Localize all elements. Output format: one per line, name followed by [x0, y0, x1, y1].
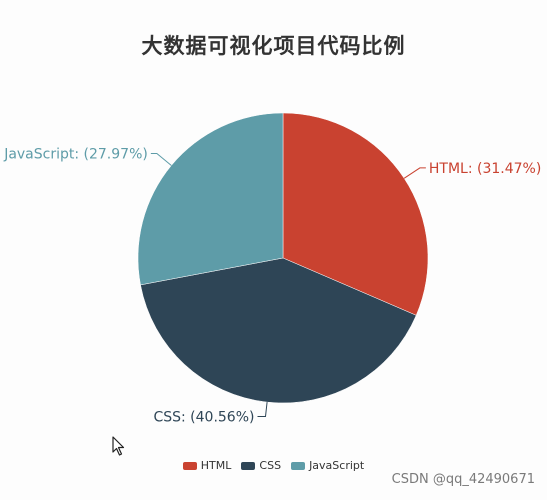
- mouse-pointer-icon: [112, 436, 125, 456]
- legend-swatch-css: [241, 461, 256, 470]
- label-line-html: [403, 167, 426, 179]
- chart-title: 大数据可视化项目代码比例: [141, 34, 406, 58]
- watermark: CSDN @qq_42490671: [391, 472, 535, 487]
- pie-slice-javascript[interactable]: [137, 112, 284, 286]
- slice-label-javascript: JavaScript: (27.97%): [3, 146, 148, 162]
- slice-label-html: HTML: (31.47%): [429, 161, 541, 177]
- legend-item-javascript[interactable]: JavaScript: [291, 459, 364, 472]
- legend-label-html: HTML: [200, 459, 232, 472]
- legend-label-css: CSS: [259, 459, 282, 472]
- legend-swatch-javascript: [291, 461, 306, 470]
- pie-slice-css[interactable]: [140, 257, 417, 404]
- label-line-css: [257, 402, 268, 418]
- label-line-javascript: [150, 152, 172, 166]
- pie-slice-html[interactable]: [282, 112, 429, 316]
- chart-legend: HTML CSS JavaScript: [0, 459, 547, 472]
- legend-label-javascript: JavaScript: [309, 459, 365, 472]
- legend-item-html[interactable]: HTML: [182, 459, 232, 472]
- slice-label-css: CSS: (40.56%): [153, 410, 254, 426]
- legend-swatch-html: [182, 461, 197, 470]
- legend-item-css[interactable]: CSS: [241, 459, 281, 472]
